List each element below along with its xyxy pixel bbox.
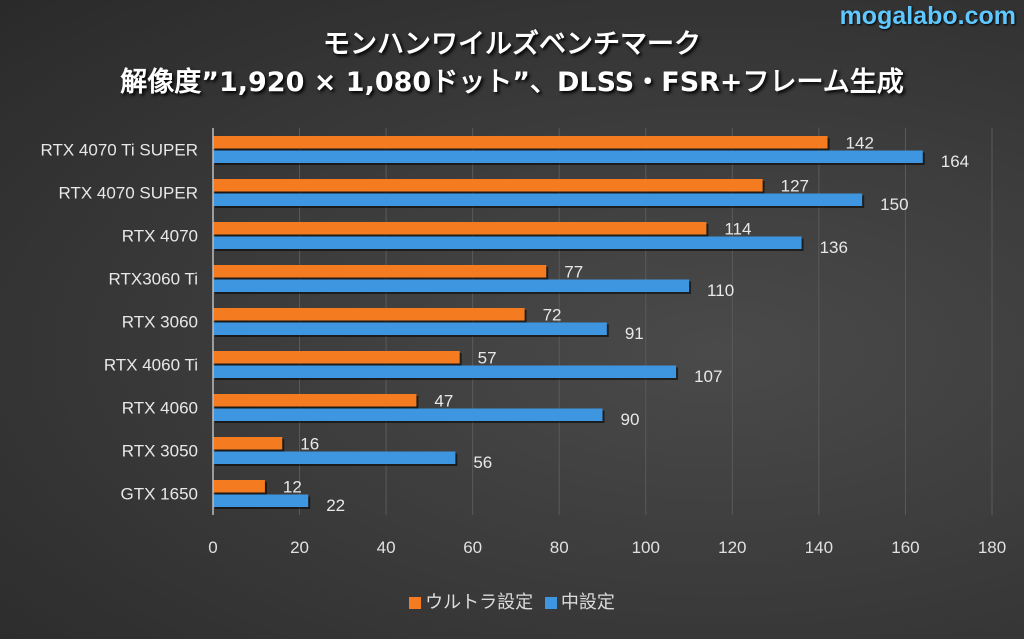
- bar-ultra: [213, 136, 828, 149]
- legend-swatch-ultra: [409, 597, 422, 609]
- bar-medium: [213, 279, 690, 292]
- category-label: GTX 1650: [121, 485, 199, 504]
- category-label: RTX 3050: [122, 442, 198, 461]
- bar-ultra: [213, 480, 265, 493]
- value-label: 164: [941, 152, 969, 171]
- value-label: 12: [283, 478, 302, 497]
- bar-medium: [213, 451, 456, 464]
- value-label: 56: [473, 453, 492, 472]
- value-label: 16: [300, 435, 319, 454]
- value-label: 22: [326, 496, 345, 515]
- legend: ウルトラ設定 中設定: [0, 588, 1024, 614]
- bar-ultra: [213, 179, 763, 192]
- category-label: RTX 3060: [122, 313, 198, 332]
- bar-medium: [213, 193, 863, 206]
- category-label: RTX 4070 SUPER: [58, 184, 198, 203]
- value-label: 150: [880, 195, 908, 214]
- x-tick-label: 100: [632, 538, 660, 557]
- x-tick-label: 0: [208, 538, 217, 557]
- value-label: 47: [434, 392, 453, 411]
- value-label: 114: [724, 220, 751, 239]
- bar-ultra: [213, 437, 283, 450]
- value-label: 91: [625, 324, 644, 343]
- bar-ultra: [213, 308, 525, 321]
- bar-medium: [213, 236, 802, 249]
- value-label: 136: [820, 238, 848, 257]
- category-label: RTX 4070: [122, 227, 198, 246]
- value-label: 77: [564, 263, 583, 282]
- x-tick-label: 160: [891, 538, 919, 557]
- chart-title: モンハンワイルズベンチマーク: [323, 29, 701, 60]
- x-tick-label: 140: [805, 538, 833, 557]
- bar-medium: [213, 408, 603, 421]
- bar-ultra: [213, 351, 460, 364]
- x-tick-label: 40: [377, 538, 396, 557]
- legend-item-medium: 中設定: [544, 588, 615, 614]
- bar-medium: [213, 365, 677, 378]
- legend-label-ultra: ウルトラ設定: [425, 592, 534, 613]
- legend-swatch-medium: [544, 597, 557, 609]
- watermark: mogalabo.com: [839, 2, 1016, 30]
- value-label: 72: [543, 306, 562, 325]
- bar-ultra: [213, 265, 547, 278]
- category-label: RTX 4060 Ti: [104, 356, 198, 375]
- value-label: 127: [781, 177, 809, 196]
- category-label: RTX 4060: [122, 399, 198, 418]
- value-label: 57: [478, 349, 497, 368]
- bar-medium: [213, 322, 607, 335]
- bar-ultra: [213, 394, 417, 407]
- category-label: RTX3060 Ti: [109, 270, 198, 289]
- x-tick-label: 80: [550, 538, 569, 557]
- value-label: 107: [694, 367, 722, 386]
- category-label: RTX 4070 Ti SUPER: [41, 141, 198, 160]
- value-label: 90: [621, 410, 640, 429]
- value-label: 142: [846, 134, 874, 153]
- legend-label-medium: 中設定: [560, 592, 615, 613]
- bar-medium: [213, 494, 309, 507]
- bar-ultra: [213, 222, 707, 235]
- x-tick-label: 20: [290, 538, 309, 557]
- chart-subtitle: 解像度”1,920 × 1,080ドット”、DLSS・FSR+フレーム生成: [120, 67, 904, 98]
- legend-item-ultra: ウルトラ設定: [409, 588, 533, 614]
- x-tick-label: 60: [463, 538, 482, 557]
- value-label: 110: [707, 281, 734, 300]
- x-tick-label: 180: [978, 538, 1006, 557]
- bar-medium: [213, 150, 923, 163]
- x-tick-label: 120: [718, 538, 746, 557]
